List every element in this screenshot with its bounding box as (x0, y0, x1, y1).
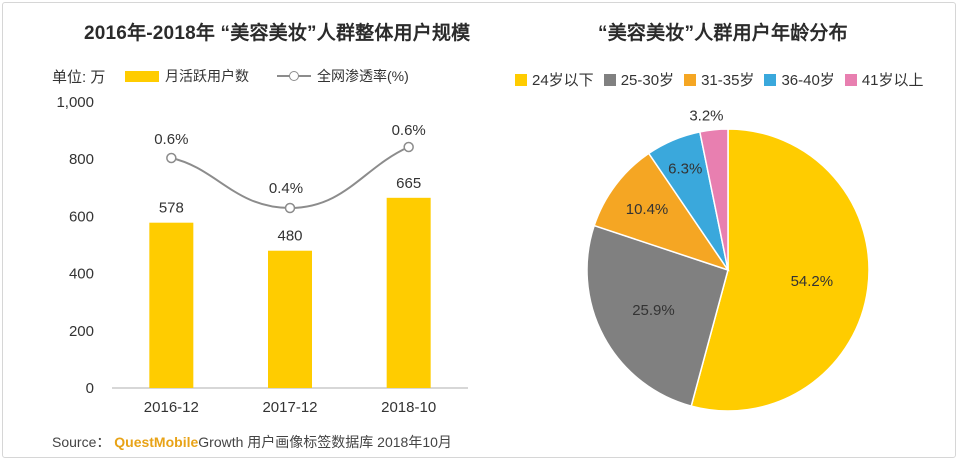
pie-legend-label: 25-30岁 (620, 72, 675, 89)
pie-slice (698, 128, 729, 271)
pie-legend-label: 36-40岁 (781, 72, 835, 89)
pie-legend-swatch (515, 73, 527, 86)
pie-legend-label: 41岁以上 (861, 72, 924, 89)
legend-label-mau: 月活跃用户数 (165, 68, 249, 84)
pie-legend-label: 24岁以下 (532, 72, 594, 89)
bar-mau (386, 197, 431, 388)
penetration-point (166, 152, 177, 164)
x-tick-label: 2018-10 (381, 399, 436, 416)
y-tick-label: 200 (69, 323, 94, 340)
x-tick-label: 2017-12 (262, 399, 317, 416)
bar-value-label: 665 (396, 175, 421, 192)
pie-legend-item-4: 41岁以上 (844, 69, 924, 90)
y-tick-label: 400 (69, 266, 94, 283)
y-tick-label: 0 (86, 380, 94, 397)
pie-slice-label: 10.4% (626, 201, 669, 218)
bar-chart-title: 2016年-2018年 “美容美妆”人群整体用户规模 (84, 23, 471, 44)
bar-mau (268, 250, 312, 388)
pie-legend-label: 31-35岁 (701, 72, 755, 89)
y-tick-label: 1,000 (56, 94, 94, 111)
pie-slice-label: 6.3% (668, 161, 702, 178)
pie-slice (586, 224, 729, 408)
penetration-label: 0.6% (154, 131, 188, 148)
pie-legend-swatch (603, 73, 616, 86)
bar-value-label: 480 (277, 228, 302, 245)
legend-bar-swatch (125, 70, 159, 82)
y-tick-label: 800 (69, 151, 94, 168)
pie-slice-label: 54.2% (791, 273, 834, 290)
legend-label-penetration: 全网渗透率(%) (317, 68, 409, 84)
penetration-label: 0.6% (392, 122, 426, 139)
source-note: Source： QuestMobileGrowth 用户画像标签数据库 2018… (52, 432, 452, 452)
pie-slice-label: 25.9% (632, 302, 675, 319)
pie-chart-title: “美容美妆”人群用户年龄分布 (598, 23, 848, 44)
penetration-point (284, 202, 296, 214)
y-tick-label: 600 (69, 208, 94, 225)
penetration-point (403, 141, 414, 153)
pie-slice (593, 152, 730, 272)
bar-chart-legend: 月活跃用户数 全网渗透率(%) (125, 66, 419, 86)
legend-item-penetration: 全网渗透率(%) (277, 66, 409, 86)
source-brand: QuestMobile (114, 434, 199, 450)
pie-legend-item-1: 25-30岁 (603, 69, 675, 90)
pie-legend-item-3: 36-40岁 (764, 69, 835, 90)
unit-label: 单位: 万 (52, 69, 106, 86)
bar-line-chart: 0 200 400 600 800 1,000 578 2016-12 480 2017-12 66… (56, 94, 468, 416)
legend-item-mau: 月活跃用户数 (125, 66, 249, 86)
x-tick-label: 2016-12 (144, 399, 199, 416)
pie-legend-swatch (684, 73, 697, 86)
pie-legend-swatch (844, 73, 857, 86)
pie-chart-legend: 24岁以下 25-30岁 31-35岁 36-40岁 41岁以上 (515, 69, 934, 90)
pie-legend-item-2: 31-35岁 (684, 69, 754, 90)
legend-line-swatch (277, 70, 311, 82)
source-suffix: Growth 用户画像标签数据库 2018年10月 (198, 434, 452, 450)
bar-value-label: 578 (159, 200, 184, 217)
penetration-label: 0.4% (269, 180, 303, 197)
source-prefix: Source： (52, 434, 111, 450)
bar-mau (149, 222, 194, 388)
pie-slice (690, 128, 870, 412)
pie-legend-swatch (764, 73, 777, 86)
pie-legend-item-0: 24岁以下 (515, 69, 594, 90)
pie-slice-label: 3.2% (689, 108, 723, 125)
